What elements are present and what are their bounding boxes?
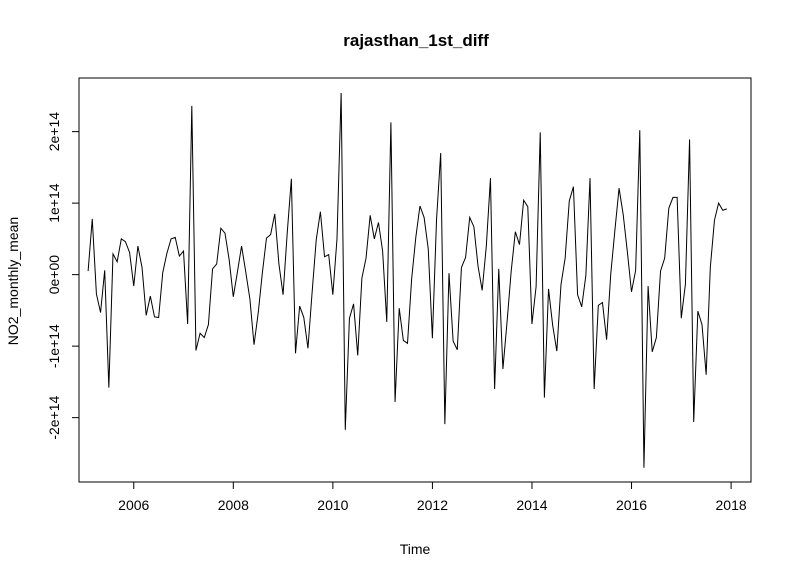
- y-tick-label: 2e+14: [46, 112, 62, 152]
- y-axis-title: NO2_monthly_mean: [5, 217, 21, 345]
- y-tick-label: 0e+00: [46, 255, 62, 295]
- chart-title: rajasthan_1st_diff: [343, 31, 489, 50]
- y-tick-label: -2e+14: [46, 395, 62, 439]
- x-axis-title: Time: [400, 541, 431, 557]
- x-tick-label: 2014: [516, 497, 547, 513]
- x-axis: 2006 2008 2010 2012 2014 2016 2018: [118, 482, 747, 513]
- x-tick-label: 2008: [218, 497, 249, 513]
- x-tick-label: 2016: [616, 497, 647, 513]
- series-layer: [87, 93, 728, 468]
- x-tick-label: 2006: [118, 497, 149, 513]
- y-axis: -2e+14 -1e+14 0e+00 1e+14 2e+14: [46, 112, 79, 440]
- x-tick-label: 2010: [317, 497, 348, 513]
- x-tick-label: 2018: [716, 497, 747, 513]
- plot-frame: [78, 77, 752, 483]
- y-tick-label: 1e+14: [46, 183, 62, 223]
- x-tick-label: 2012: [417, 497, 448, 513]
- series-line: [87, 93, 728, 468]
- y-tick-label: -1e+14: [46, 324, 62, 368]
